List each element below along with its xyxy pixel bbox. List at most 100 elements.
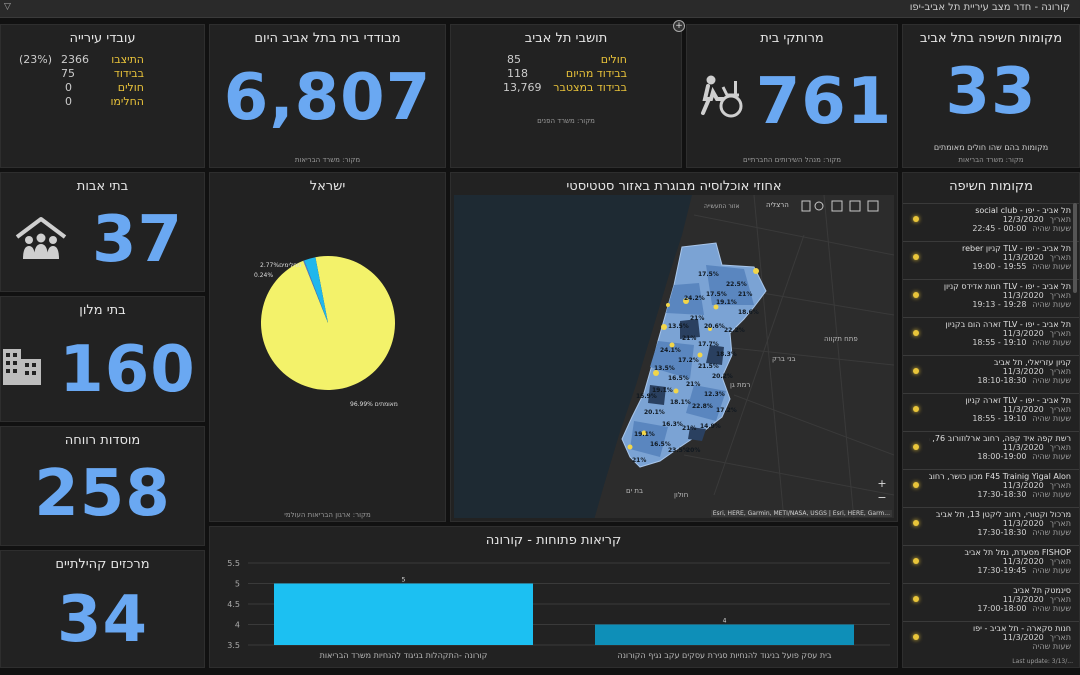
map-pct-label: 21% — [682, 335, 697, 342]
location-dot-icon — [913, 520, 919, 526]
exposure-sites-subtitle: מקומות בהם שהו חולים מאומתים — [933, 143, 1049, 152]
map-pct-label: 21% — [738, 291, 753, 298]
residents-row-label: בבידוד מהיום — [565, 67, 627, 80]
exposure-list-item[interactable]: FISHOP מסעדת, נמל תל אביב תאריך 11/3/2020 ש… — [903, 545, 1079, 583]
date-label: תאריך — [1049, 443, 1071, 452]
exposure-item-date: 11/3/2020 — [1002, 633, 1044, 642]
bar[interactable] — [595, 624, 854, 646]
pie-label: 0.24% — [254, 272, 273, 279]
residents-row: בבידוד מהיום 118 — [507, 67, 627, 81]
map-view[interactable]: 17.5% 22.5% 21% 17.5% 24.2% 19.1% 18.6% 21% 13.5… — [454, 195, 894, 518]
exposure-list-item[interactable]: חנות סקארה - תל אביב - יפו תאריך 11/3/2020… — [903, 621, 1079, 655]
map-pct-label: 16.5% — [668, 375, 689, 382]
welfare-value: 258 — [34, 457, 171, 531]
hours-label: שעות שהיה — [1032, 528, 1071, 537]
exposure-sites-title: מקומות חשיפה בתל אביב — [919, 31, 1063, 46]
exposure-list-item[interactable]: סינמטק תל אביב תאריך 11/3/2020 שעות שהיה 17:… — [903, 583, 1079, 621]
x-category-label: בית עסק פועל בניגוד להנחיות סגירת עסקים … — [618, 651, 832, 660]
map-pct-label: 18.6% — [738, 309, 759, 316]
exposure-item-hours-row: שעות שהיה 18:10-18:30 — [929, 376, 1071, 385]
exposure-item-name: תל אביב - יפו - TLV קניון reber — [961, 244, 1071, 253]
employees-row-value: 2366 — [61, 53, 89, 66]
map-card: אחוזי אוכלוסיה מבוגרת באזור סטטיסטי — [450, 172, 898, 522]
open-calls-title: קריאות פתוחות - קורונה — [485, 533, 622, 548]
date-label: תאריך — [1049, 291, 1071, 300]
map-title: אחוזי אוכלוסיה מבוגרת באזור סטטיסטי — [566, 179, 782, 194]
open-calls-card: קריאות פתוחות - קורונה 3.5 4 4.5 5 5.5 5 קורונ… — [209, 526, 898, 668]
residents-title: תושבי תל אביב — [524, 31, 608, 46]
y-tick-label: 4.5 — [227, 600, 240, 609]
employees-row-value: 75 — [61, 67, 75, 80]
last-update: Last update: 3/13/... — [1012, 658, 1073, 665]
location-dot-icon — [913, 216, 919, 222]
exposure-item-date: 11/3/2020 — [1002, 595, 1044, 604]
employees-row-label: החלימו — [110, 95, 144, 108]
israel-pie-source: מקור: ארגון הבריאות העולמי — [284, 511, 371, 519]
map-pct-label: 12.3% — [704, 391, 725, 398]
nursing-homes-card: בתי אבות 37 — [0, 172, 205, 292]
employees-row: התיצבו 2366 (23%) — [9, 53, 144, 67]
exposure-item-date: 11/3/2020 — [1002, 253, 1044, 262]
map-pct-label: 17.2% — [716, 407, 737, 414]
exposure-item-date-row: תאריך 11/3/2020 — [929, 291, 1071, 300]
wheelchair-icon — [701, 75, 743, 118]
bar[interactable] — [274, 583, 533, 646]
map-label-ramat-gan: רמת גן — [730, 381, 751, 389]
exposure-list-item[interactable]: תל אביב - יפו - TLV קניון reber תאריך 11/3… — [903, 241, 1079, 279]
window-title-bar: ▽ קורונה - חדר מצב עיריית תל אביב-יפו — [0, 0, 1080, 18]
drag-handle-icon[interactable]: + — [673, 20, 685, 32]
exposure-list-item[interactable]: רשת קפה איד קפה, רחוב ארלוזורוב 76, תל א… — [903, 431, 1079, 469]
exposure-item-name: FISHOP מסעדת, נמל תל אביב — [964, 548, 1071, 557]
home-isolation-value: 6,807 — [223, 61, 432, 135]
exposure-item-date: 11/3/2020 — [1002, 329, 1044, 338]
exposure-list[interactable]: תל אביב - יפו - social club תאריך12/3/202… — [903, 203, 1079, 655]
community-centers-value: 34 — [56, 583, 149, 657]
map-pct-label: 20.6% — [704, 323, 725, 330]
bar-data-label: 5 — [402, 577, 406, 584]
pie-slice[interactable] — [303, 260, 328, 323]
exposure-list-item[interactable]: תל אביב - יפו - TLV זארה קניון תאריך 11/3/… — [903, 393, 1079, 431]
map-label-petah-tikva: פתח תקווה — [824, 335, 858, 343]
map-zoom-in[interactable]: + — [877, 477, 887, 490]
collapse-icon[interactable]: ▽ — [4, 2, 11, 12]
city-employees-card: עובדי עירייה התיצבו 2366 (23%) בבידוד 75 חו… — [0, 24, 205, 168]
map-zoom-out[interactable]: − — [877, 491, 887, 504]
location-dot-icon — [913, 330, 919, 336]
exposure-list-item[interactable]: קניון עזריאלי, תל אביב תאריך 11/3/2020 שעות… — [903, 355, 1079, 393]
map-pct-label: 17.2% — [678, 357, 699, 364]
exposure-item-name: תל אביב - יפו - social club — [975, 206, 1071, 215]
exposure-list-item[interactable]: F45 Trainig Yigal Alon מכון כושר, רחוב י… — [903, 469, 1079, 507]
nursing-homes-value: 37 — [91, 203, 184, 277]
hours-label: שעות שהיה — [1032, 338, 1071, 347]
employees-row: בבידוד 75 — [9, 67, 144, 81]
hours-label: שעות שהיה — [1032, 642, 1071, 651]
exposure-sites-value: 33 — [945, 55, 1037, 129]
home-isolation-source: מקור: משרד הבריאות — [294, 156, 361, 164]
exposure-item-date-row: תאריך 12/3/2020 — [929, 215, 1071, 224]
location-dot-icon — [913, 368, 919, 374]
date-label: תאריך — [1049, 253, 1071, 262]
hours-label: שעות שהיה — [1032, 452, 1071, 461]
map-canvas[interactable] — [454, 195, 894, 518]
home-isolation-card: מבודדי בית בתל אביב היום 6,807 מקור: משר… — [209, 24, 446, 168]
exposure-list-item[interactable]: תל אביב - יפו - TLV זארה הום בקניון תאריך… — [903, 317, 1079, 355]
map-pct-label: 13.5% — [654, 365, 675, 372]
pie-slice[interactable] — [304, 257, 328, 323]
homebound-card: מרותקי בית 761 מקור: מנהל השירותים החברת… — [686, 24, 898, 168]
map-pct-label: 21% — [690, 315, 705, 322]
map-pct-label: 17.5% — [706, 291, 727, 298]
list-scrollbar[interactable] — [1073, 203, 1077, 293]
hours-label: שעות שהיה — [1032, 604, 1071, 613]
map-pct-label: 20.2% — [712, 373, 733, 380]
exposure-list-item[interactable]: מרכול וקטורי, רחוב ליקטן 13, תל אביב תארי… — [903, 507, 1079, 545]
exposure-item-hours-row: שעות שהיה 22:45 - 00:00 — [929, 224, 1071, 233]
y-tick-label: 4 — [235, 621, 240, 630]
welfare-card: מוסדות רווחה 258 — [0, 426, 205, 546]
exposure-list-item[interactable]: תל אביב - יפו - social club תאריך 12/3/202… — [903, 203, 1079, 241]
map-pct-label: 15.9% — [636, 393, 657, 400]
hours-label: שעות שהיה — [1032, 490, 1071, 499]
community-centers-title: מרכזים קהילתיים — [55, 557, 150, 572]
exposure-list-item[interactable]: תל אביב - יפו - TLV חנות אדידס קניון תארי… — [903, 279, 1079, 317]
employees-row-value: 0 — [65, 81, 72, 94]
map-pct-label: 20% — [686, 447, 701, 454]
